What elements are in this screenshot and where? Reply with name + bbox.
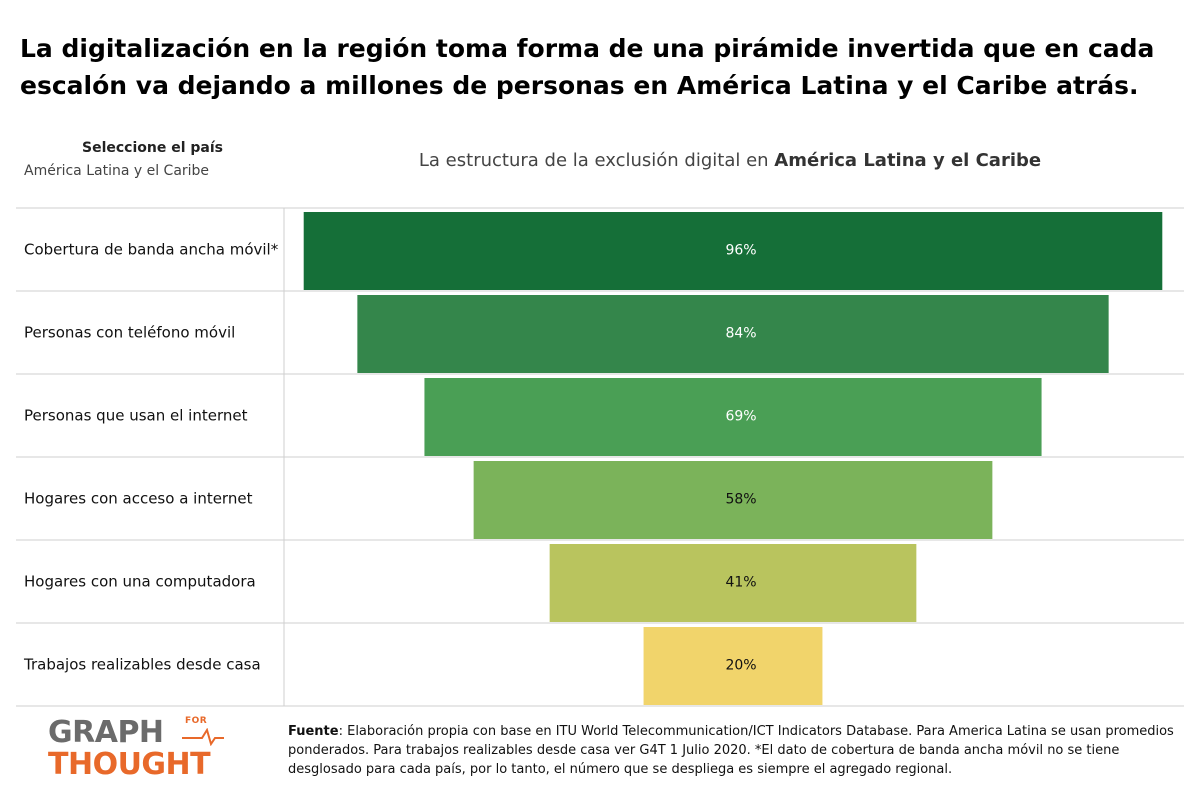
chart-title-region: América Latina y el Caribe: [774, 150, 1042, 171]
value-label: 20%: [725, 658, 756, 674]
logo-for-text: FOR: [185, 716, 208, 726]
funnel-bar: [549, 544, 917, 622]
country-selector[interactable]: América Latina y el Caribe: [24, 163, 210, 179]
logo-graph-text: GRAPH: [48, 715, 164, 750]
value-label: 96%: [725, 243, 756, 259]
source-text: : Elaboración propia con base en ITU Wor…: [288, 724, 1174, 777]
country-selector-label: Seleccione el país: [82, 140, 223, 156]
category-label: Personas con teléfono móvil: [24, 324, 235, 342]
funnel-bar: [357, 295, 1109, 373]
logo-thought-text: THOUGHT: [48, 747, 211, 782]
funnel-bar: [424, 378, 1042, 456]
funnel-bar: [303, 212, 1163, 290]
category-label: Hogares con acceso a internet: [24, 490, 253, 508]
source-label: Fuente: [288, 724, 339, 739]
source-note: Fuente: Elaboración propia con base en I…: [288, 722, 1178, 779]
category-label: Personas que usan el internet: [24, 407, 248, 425]
category-label: Cobertura de banda ancha móvil*: [24, 241, 279, 259]
value-label: 58%: [725, 492, 756, 508]
chart-title: La estructura de la exclusión digital en…: [300, 150, 1160, 171]
graph-for-thought-logo: GRAPH FOR THOUGHT: [48, 716, 248, 786]
chart-title-prefix: La estructura de la exclusión digital en: [418, 150, 775, 171]
funnel-bar: [643, 627, 823, 705]
logo-pulse-icon: [182, 728, 224, 746]
value-label: 69%: [725, 409, 756, 425]
headline: La digitalización en la región toma form…: [20, 34, 1155, 100]
value-label: 41%: [725, 575, 756, 591]
category-label: Hogares con una computadora: [24, 573, 256, 591]
category-label: Trabajos realizables desde casa: [23, 656, 261, 674]
value-label: 84%: [725, 326, 756, 342]
funnel-bar: [473, 461, 993, 539]
